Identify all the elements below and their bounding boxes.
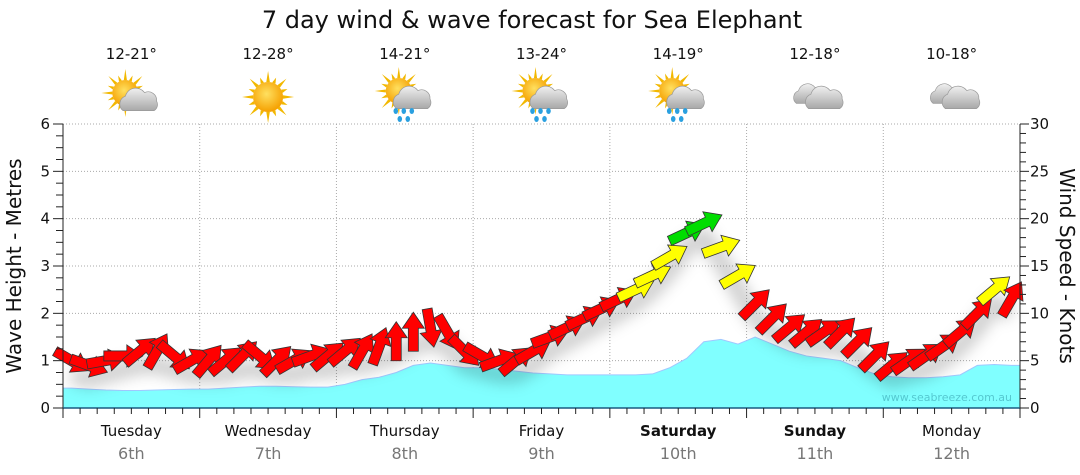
y-tick-label: 0: [40, 399, 50, 417]
y-tick-label: 4: [40, 210, 50, 228]
wind-arrow: [326, 337, 361, 368]
day-date-label: 11th: [797, 444, 834, 463]
wind-arrow: [419, 307, 443, 348]
y2-axis-label: Wind Speed - Knots: [1055, 168, 1079, 364]
temperature-range-label: 14-19°: [653, 45, 704, 63]
cloudy-icon: [930, 83, 981, 109]
wind-arrow: [737, 289, 770, 322]
y2-tick-label: 30: [1030, 115, 1049, 133]
y2-tick-label: 25: [1030, 162, 1049, 180]
partly-cloudy-rain-icon: [648, 67, 705, 122]
partly-cloudy-rain-icon: [511, 67, 568, 122]
day-name-label: Sunday: [784, 422, 847, 440]
temperature-range-label: 13-24°: [516, 45, 567, 63]
wind-arrow: [840, 327, 873, 360]
wind-arrow: [718, 263, 756, 290]
wind-arrow: [770, 314, 806, 345]
wind-arrow: [683, 211, 723, 237]
temperature-range-label: 12-28°: [243, 45, 294, 63]
y-axis-label: Wave Height - Metres: [2, 158, 26, 373]
y-tick-label: 5: [40, 162, 50, 180]
chart-title: 7 day wind & wave forecast for Sea Eleph…: [262, 6, 802, 34]
wind-arrow: [997, 281, 1024, 319]
day-date-label: 7th: [255, 444, 282, 463]
wind-arrow: [700, 234, 741, 259]
y-tick-label: 6: [40, 115, 50, 133]
cloudy-icon: [793, 83, 844, 109]
y-tick-label: 3: [40, 257, 50, 275]
y2-tick-label: 10: [1030, 304, 1049, 322]
y2-tick-label: 15: [1030, 257, 1049, 275]
day-date-label: 10th: [660, 444, 697, 463]
y2-tick-label: 5: [1030, 352, 1040, 370]
y-tick-label: 1: [40, 352, 50, 370]
sunny-icon: [242, 71, 295, 123]
temperature-range-label: 12-21°: [106, 45, 157, 63]
wind-arrow: [632, 263, 672, 289]
watermark: www.seabreeze.com.au: [882, 391, 1012, 404]
wind-arrow: [650, 244, 688, 271]
wind-arrow: [976, 276, 1011, 307]
wind-arrow: [121, 337, 156, 368]
day-date-label: 6th: [118, 444, 145, 463]
partly-cloudy-icon: [101, 69, 158, 117]
partly-cloudy-rain-icon: [374, 67, 432, 122]
day-name-label: Tuesday: [100, 422, 162, 440]
wind-arrow: [754, 303, 787, 336]
day-name-label: Wednesday: [225, 422, 312, 440]
y2-tick-label: 20: [1030, 210, 1049, 228]
y2-tick-label: 0: [1030, 399, 1040, 417]
wind-arrow: [259, 346, 292, 379]
day-date-label: 9th: [528, 444, 555, 463]
wind-arrow: [857, 341, 890, 374]
temperature-range-label: 12-18°: [789, 45, 840, 63]
day-name-label: Monday: [922, 422, 981, 440]
y-tick-label: 2: [40, 304, 50, 322]
day-date-label: 8th: [391, 444, 418, 463]
day-name-label: Friday: [519, 422, 565, 440]
day-name-label: Thursday: [369, 422, 440, 440]
wind-arrow: [384, 321, 409, 362]
wind-arrow: [347, 333, 375, 371]
day-date-label: 12th: [933, 444, 970, 463]
temperature-range-label: 14-21°: [379, 45, 430, 63]
wind-arrow: [823, 317, 856, 350]
wind-arrow: [401, 311, 426, 352]
temperature-range-label: 10-18°: [926, 45, 977, 63]
wind-arrow: [959, 298, 992, 331]
wind-arrow: [191, 344, 222, 379]
day-name-label: Saturday: [640, 422, 717, 440]
